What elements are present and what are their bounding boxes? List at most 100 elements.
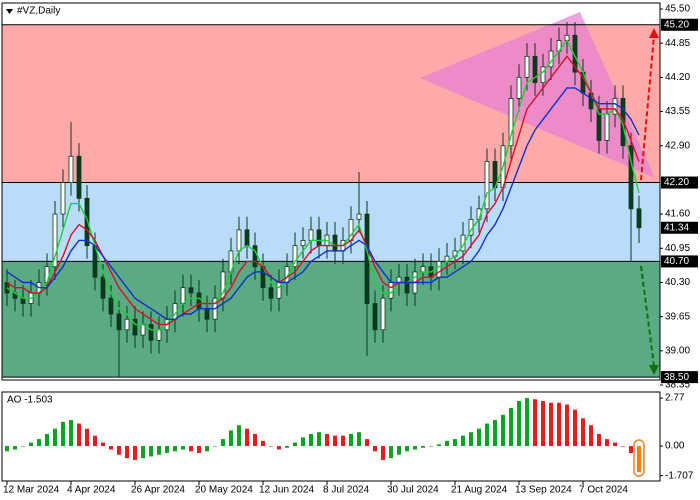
y-tick-label: 44.20 (665, 72, 690, 83)
x-tick-label: 12 Jun 2024 (259, 485, 314, 496)
x-tick-label: 8 Jul 2024 (323, 485, 370, 496)
candle-body (148, 324, 154, 341)
level-label: 42.20 (664, 177, 689, 188)
last-price-bg (661, 221, 698, 234)
ao-bar (77, 423, 81, 447)
x-tick-label: 26 Apr 2024 (131, 485, 185, 496)
ao-bar (581, 418, 585, 447)
menu-icon[interactable] (6, 9, 13, 14)
down-arrow-head (649, 365, 659, 375)
candle-body (156, 329, 162, 341)
ao-bar (405, 446, 409, 452)
candle-body (380, 297, 386, 331)
candle-body (236, 229, 242, 252)
x-tick-label: 21 Aug 2024 (451, 485, 508, 496)
ao-bar (37, 439, 41, 447)
candle-body (612, 97, 618, 115)
last-price-label: 41.34 (664, 222, 689, 233)
ao-bar (213, 446, 217, 447)
ao-bar (533, 399, 537, 447)
ao-bar (461, 435, 465, 447)
ao-bar (597, 433, 601, 447)
ao-bar (301, 437, 305, 447)
ao-bar (549, 402, 553, 447)
ao-bar (117, 446, 121, 455)
ao-bar (525, 398, 529, 447)
ao-bar (157, 446, 161, 455)
candle-body (52, 213, 58, 268)
candle-body (332, 234, 338, 252)
x-tick-label: 20 May 2024 (195, 485, 253, 496)
candle-body (196, 292, 202, 310)
ao-bar (45, 433, 49, 447)
price-zone (2, 261, 660, 378)
candle-body (436, 261, 442, 278)
ao-bar (637, 446, 641, 473)
ao-bar (493, 420, 497, 447)
ao-bar (469, 432, 473, 447)
candle-body (180, 287, 186, 304)
ao-bar (125, 446, 129, 459)
y-tick-label: 38.35 (665, 380, 690, 391)
ao-bar (477, 428, 481, 447)
ao-bar (605, 439, 609, 447)
level-label: 38.50 (664, 372, 689, 383)
y-tick-label: 42.90 (665, 140, 690, 151)
ao-bar (13, 446, 17, 450)
level-label-bg (661, 255, 698, 268)
ao-bar (165, 446, 169, 453)
candle-body (484, 161, 490, 210)
y-tick-label: 43.55 (665, 106, 690, 117)
ao-bar (333, 435, 337, 447)
candle-body (356, 213, 362, 220)
ao-bar (381, 446, 385, 460)
candle-body (116, 313, 122, 331)
ao-bar (589, 425, 593, 447)
price-zone (2, 182, 660, 262)
ao-bar (389, 446, 393, 459)
candle-body (108, 297, 114, 315)
ao-bar (437, 444, 441, 447)
ma-line (6, 87, 640, 320)
ao-bar (5, 446, 9, 452)
ao-bar (517, 401, 521, 447)
level-label-bg (661, 176, 698, 189)
ao-bar (21, 446, 25, 447)
candle-body (524, 55, 530, 78)
candle-body (76, 155, 82, 199)
candle-body (252, 245, 258, 268)
level-label-bg (661, 18, 698, 31)
ao-bar (253, 433, 257, 447)
candle-body (404, 276, 410, 294)
y-tick-label: 39.65 (665, 311, 690, 322)
x-tick-label: 13 Sep 2024 (515, 485, 572, 496)
candle-body (508, 97, 514, 147)
y-tick-label: 39.00 (665, 345, 690, 356)
ao-bar (149, 446, 153, 457)
ao-bar (557, 402, 561, 447)
level-label-bg (661, 371, 698, 384)
candle-body (132, 318, 138, 336)
candle-body (308, 229, 314, 241)
ao-bar (221, 439, 225, 447)
y-tick-label: 40.30 (665, 277, 690, 288)
down-arrow (640, 265, 655, 367)
ao-bar (101, 442, 105, 447)
ao-bar (189, 446, 193, 452)
ao-bar (565, 404, 569, 447)
ma-line (6, 55, 640, 326)
x-tick-label: 4 Apr 2024 (67, 485, 116, 496)
ao-bar (485, 423, 489, 447)
ao-bar (413, 446, 417, 450)
ao-bar (429, 446, 433, 447)
ao-bar (453, 439, 457, 447)
ao-bar (309, 433, 313, 447)
ao-bar (317, 432, 321, 447)
candle-body (60, 182, 66, 215)
ao-bar (93, 435, 97, 447)
ao-bar (357, 432, 361, 447)
y-tick-label: -1.707 (665, 470, 694, 481)
ao-bar (541, 401, 545, 447)
ao-bar (293, 442, 297, 447)
